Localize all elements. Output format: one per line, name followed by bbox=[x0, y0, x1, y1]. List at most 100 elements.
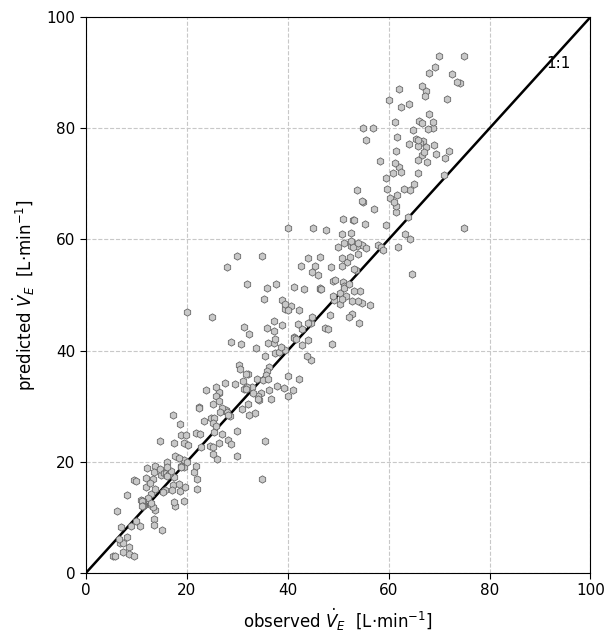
Point bbox=[264, 385, 274, 395]
Point bbox=[320, 323, 330, 334]
Point bbox=[326, 262, 336, 272]
Point bbox=[381, 220, 391, 231]
Point bbox=[346, 236, 356, 246]
Point bbox=[158, 487, 168, 497]
Point bbox=[147, 500, 156, 510]
Point bbox=[160, 468, 169, 478]
Point bbox=[149, 466, 159, 477]
Point bbox=[162, 471, 172, 481]
Point bbox=[156, 470, 166, 480]
Point bbox=[280, 345, 290, 355]
Point bbox=[137, 496, 147, 506]
Point bbox=[252, 374, 262, 384]
Point bbox=[400, 229, 410, 239]
Point bbox=[200, 416, 209, 426]
Point bbox=[139, 500, 148, 511]
Point bbox=[146, 489, 156, 500]
Point bbox=[365, 300, 375, 310]
Point bbox=[354, 296, 363, 306]
Point bbox=[307, 267, 317, 277]
Point bbox=[148, 502, 158, 513]
Point bbox=[303, 253, 313, 263]
Point bbox=[242, 382, 252, 392]
Point bbox=[378, 245, 388, 255]
Point bbox=[396, 102, 406, 113]
Point bbox=[286, 301, 296, 312]
Point bbox=[368, 123, 378, 133]
Point bbox=[141, 473, 151, 484]
Point bbox=[222, 405, 232, 415]
Point bbox=[150, 505, 160, 515]
Point bbox=[155, 436, 164, 446]
Point bbox=[131, 515, 141, 526]
Point bbox=[176, 486, 185, 496]
Point bbox=[179, 439, 189, 449]
Point bbox=[349, 264, 359, 274]
Point bbox=[155, 464, 164, 475]
Point bbox=[293, 319, 303, 329]
Point bbox=[390, 157, 400, 167]
Point bbox=[208, 417, 217, 428]
Point bbox=[169, 497, 179, 507]
Point bbox=[145, 478, 155, 488]
Point bbox=[455, 79, 465, 89]
Text: 1:1: 1:1 bbox=[546, 56, 570, 71]
Point bbox=[179, 455, 189, 465]
Point bbox=[191, 460, 201, 471]
Point bbox=[214, 388, 224, 398]
Point bbox=[298, 323, 307, 334]
Point bbox=[251, 343, 261, 353]
Point bbox=[420, 91, 430, 102]
Point bbox=[237, 404, 247, 415]
Point bbox=[258, 375, 268, 385]
Point bbox=[359, 123, 368, 133]
Point bbox=[428, 117, 438, 127]
Point bbox=[342, 257, 352, 267]
Point bbox=[165, 468, 175, 478]
Point bbox=[220, 377, 230, 388]
Point bbox=[347, 296, 357, 307]
Point bbox=[168, 410, 177, 420]
Point bbox=[240, 322, 249, 332]
Point bbox=[180, 482, 190, 492]
Point bbox=[303, 334, 313, 345]
Point bbox=[149, 520, 159, 530]
Point bbox=[121, 490, 131, 500]
Point bbox=[261, 370, 271, 380]
Point bbox=[272, 381, 282, 391]
Point bbox=[236, 339, 246, 349]
Point bbox=[180, 430, 190, 440]
Point bbox=[337, 294, 347, 305]
Point bbox=[393, 242, 403, 252]
Point bbox=[313, 269, 323, 279]
Point bbox=[232, 426, 241, 437]
Point bbox=[413, 141, 423, 151]
Point bbox=[176, 460, 186, 471]
Point bbox=[195, 429, 205, 439]
Point bbox=[225, 412, 235, 422]
Point bbox=[322, 225, 331, 236]
Point bbox=[138, 499, 148, 509]
Point bbox=[182, 307, 192, 317]
Point bbox=[346, 252, 355, 262]
Point bbox=[414, 116, 424, 126]
Point bbox=[253, 391, 262, 401]
Point bbox=[183, 439, 193, 450]
Point bbox=[174, 479, 184, 489]
Point bbox=[424, 108, 434, 118]
Point bbox=[112, 506, 122, 516]
Point bbox=[308, 223, 318, 234]
Point bbox=[344, 312, 354, 322]
Point bbox=[296, 261, 306, 271]
Point bbox=[355, 286, 365, 296]
Point bbox=[249, 408, 259, 418]
Point bbox=[424, 68, 434, 78]
Point bbox=[135, 520, 145, 531]
Point bbox=[143, 493, 153, 503]
Point bbox=[325, 310, 334, 320]
Point bbox=[176, 462, 186, 473]
Point bbox=[235, 359, 245, 370]
Point bbox=[338, 277, 348, 287]
Point bbox=[211, 382, 221, 392]
Point bbox=[243, 399, 253, 409]
